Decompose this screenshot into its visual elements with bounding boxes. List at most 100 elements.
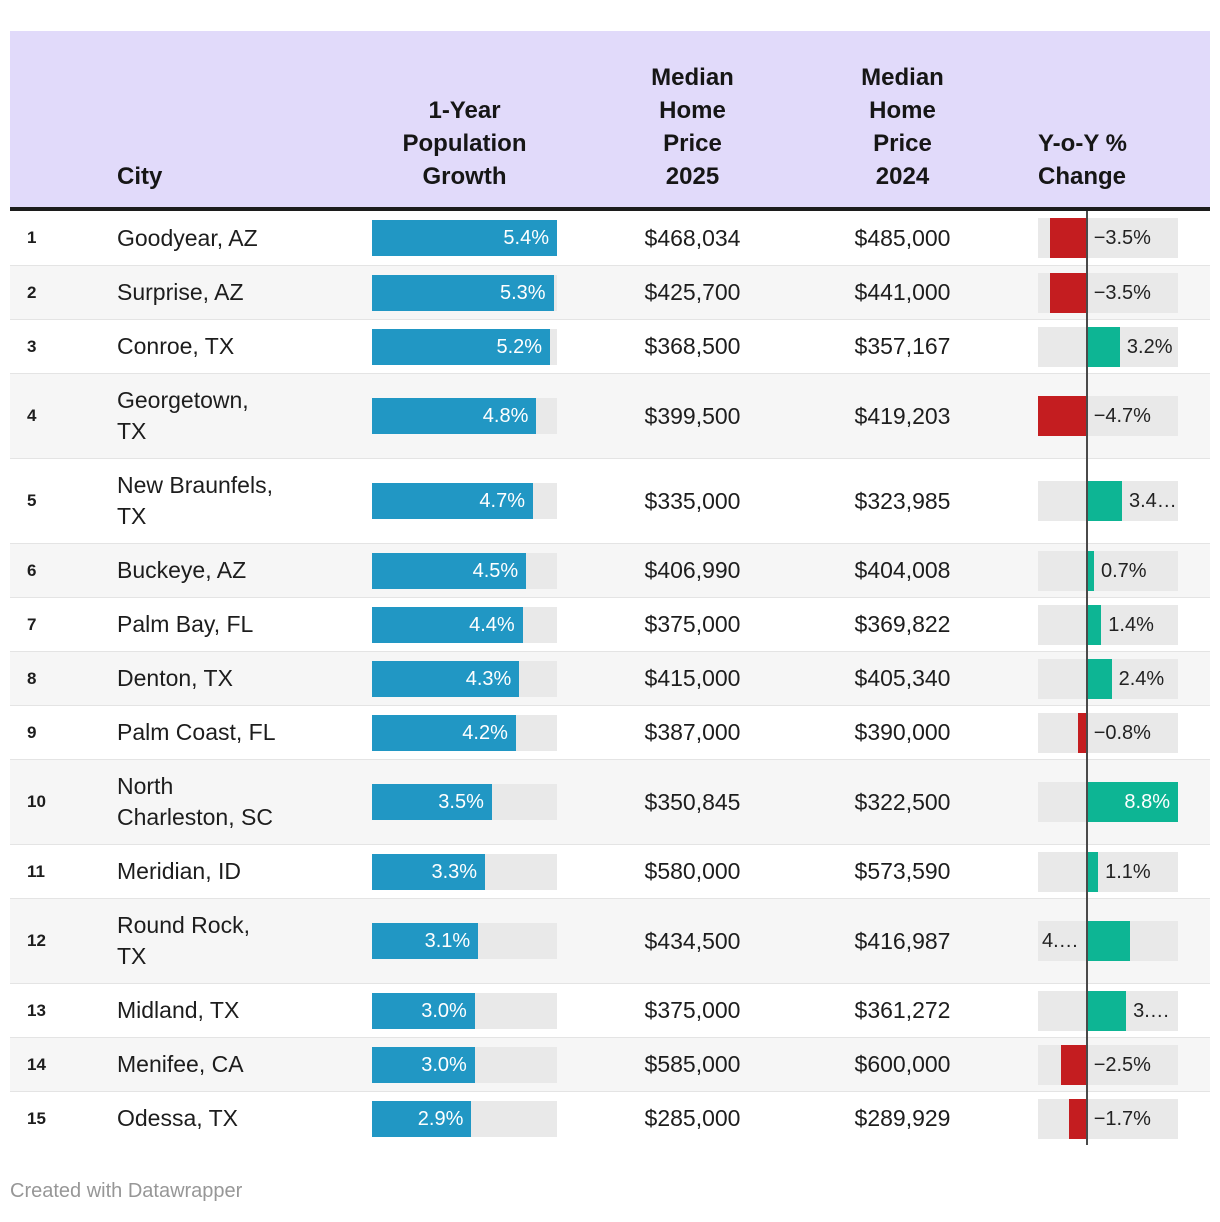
table-row: 13 Midland, TX 3.0% $375,000 $361,272 3.… bbox=[10, 983, 1210, 1037]
price-2024: $323,985 bbox=[854, 487, 951, 514]
rank: 14 bbox=[27, 1054, 46, 1074]
table-row: 5 New Braunfels, TX 4.7% $335,000 $323,9… bbox=[10, 458, 1210, 543]
yoy-label: 3.4… bbox=[1129, 490, 1177, 512]
price-2025: $387,000 bbox=[644, 719, 741, 745]
yoy-label: 8.8% bbox=[1124, 791, 1170, 813]
yoy-bar bbox=[1086, 990, 1127, 1031]
yoy-bar-track: −0.8% bbox=[1038, 712, 1178, 753]
growth-bar: 2.9% bbox=[372, 1100, 472, 1137]
price-2024: $573,590 bbox=[854, 858, 951, 884]
yoy-label: 2.4% bbox=[1118, 667, 1165, 690]
header-population-growth: 1-Year Population Growth bbox=[362, 31, 590, 207]
growth-bar-label: 3.0% bbox=[421, 1053, 467, 1076]
yoy-label: 1.4% bbox=[1108, 613, 1154, 636]
yoy-label: 4.… bbox=[1042, 930, 1079, 952]
growth-bar-label: 5.4% bbox=[503, 227, 549, 249]
yoy-cell: 4.… bbox=[1010, 921, 1210, 961]
growth-cell: 4.3% bbox=[362, 660, 590, 697]
growth-bar-label: 3.3% bbox=[431, 860, 478, 883]
growth-bar: 5.4% bbox=[372, 220, 557, 256]
growth-cell: 4.5% bbox=[362, 552, 590, 589]
city: Georgetown, TX bbox=[117, 387, 249, 444]
yoy-cell: −3.5% bbox=[1010, 218, 1210, 258]
price-2025: $585,000 bbox=[644, 1051, 741, 1077]
city: New Braunfels, TX bbox=[117, 472, 273, 529]
header-city: City bbox=[117, 163, 163, 190]
price-2024: $322,500 bbox=[854, 788, 951, 815]
growth-bar-track: 4.7% bbox=[372, 483, 557, 519]
price-2025: $350,845 bbox=[644, 788, 741, 815]
yoy-cell: 8.8% bbox=[1010, 782, 1210, 822]
attribution-text: Created with Datawrapper bbox=[10, 1180, 243, 1202]
growth-bar: 4.4% bbox=[372, 606, 523, 643]
yoy-cell: −3.5% bbox=[1010, 272, 1210, 313]
growth-bar-label: 4.4% bbox=[469, 613, 515, 636]
yoy-label: −2.5% bbox=[1093, 1053, 1151, 1076]
yoy-cell: 2.4% bbox=[1010, 658, 1210, 699]
growth-cell: 5.4% bbox=[362, 220, 590, 256]
growth-bar-track: 2.9% bbox=[372, 1100, 557, 1137]
growth-bar: 4.2% bbox=[372, 714, 516, 751]
table-row: 8 Denton, TX 4.3% $415,000 $405,340 2.4% bbox=[10, 651, 1210, 705]
city: Midland, TX bbox=[117, 997, 240, 1023]
table-row: 15 Odessa, TX 2.9% $285,000 $289,929 −1.… bbox=[10, 1091, 1210, 1145]
yoy-label: 0.7% bbox=[1101, 559, 1147, 582]
yoy-bar bbox=[1086, 550, 1094, 591]
growth-bar-label: 4.5% bbox=[472, 559, 519, 582]
yoy-bar bbox=[1086, 481, 1122, 521]
yoy-bar-track: −4.7% bbox=[1038, 396, 1178, 436]
growth-bar: 4.8% bbox=[372, 398, 537, 434]
yoy-bar-track: 1.4% bbox=[1038, 604, 1178, 645]
price-2025: $399,500 bbox=[644, 402, 741, 429]
yoy-cell: 3.4… bbox=[1010, 481, 1210, 521]
table-row: 6 Buckeye, AZ 4.5% $406,990 $404,008 0.7… bbox=[10, 543, 1210, 597]
growth-bar: 3.0% bbox=[372, 992, 475, 1029]
yoy-bar-track: −2.5% bbox=[1038, 1044, 1178, 1085]
yoy-bar bbox=[1038, 396, 1087, 436]
price-2025: $368,500 bbox=[644, 333, 741, 359]
price-2025: $580,000 bbox=[644, 858, 741, 884]
growth-bar-label: 4.2% bbox=[462, 721, 508, 744]
growth-cell: 5.2% bbox=[362, 328, 590, 365]
city: Conroe, TX bbox=[117, 333, 235, 359]
price-2025: $425,700 bbox=[644, 279, 741, 305]
rank: 4 bbox=[27, 406, 37, 425]
yoy-bar bbox=[1069, 1098, 1087, 1139]
rank: 2 bbox=[27, 282, 37, 302]
yoy-bar bbox=[1078, 712, 1087, 753]
yoy-label: −3.5% bbox=[1093, 281, 1151, 304]
rank: 7 bbox=[27, 614, 37, 634]
growth-bar-label: 5.3% bbox=[500, 281, 546, 304]
growth-cell: 2.9% bbox=[362, 1100, 590, 1137]
yoy-bar-track: −3.5% bbox=[1038, 272, 1178, 313]
yoy-label: −3.5% bbox=[1093, 227, 1151, 249]
city: North Charleston, SC bbox=[117, 773, 273, 830]
growth-bar-label: 3.0% bbox=[421, 999, 467, 1022]
table-body: 1 Goodyear, AZ 5.4% $468,034 $485,000 −3… bbox=[10, 211, 1210, 1145]
yoy-cell: −4.7% bbox=[1010, 396, 1210, 436]
header-price-2024: Median Home Price 2024 bbox=[861, 64, 944, 190]
rank: 10 bbox=[27, 792, 46, 811]
yoy-bar-track: 3.4… bbox=[1038, 481, 1178, 521]
yoy-cell: 0.7% bbox=[1010, 550, 1210, 591]
rank: 5 bbox=[27, 491, 37, 510]
table-header-row: City 1-Year Population Growth Median Hom… bbox=[10, 31, 1210, 211]
price-2025: $375,000 bbox=[644, 611, 741, 637]
growth-bar: 5.3% bbox=[372, 274, 554, 311]
yoy-cell: 3.2% bbox=[1010, 326, 1210, 367]
yoy-bar bbox=[1050, 272, 1087, 313]
rank: 13 bbox=[27, 1000, 46, 1020]
price-2024: $361,272 bbox=[854, 997, 951, 1023]
price-2024: $369,822 bbox=[854, 611, 951, 637]
growth-bar-track: 5.3% bbox=[372, 274, 557, 311]
yoy-bar bbox=[1086, 658, 1112, 699]
rank: 12 bbox=[27, 931, 46, 950]
yoy-bar bbox=[1086, 782, 1178, 822]
yoy-bar-track: −3.5% bbox=[1038, 218, 1178, 258]
yoy-bar-track: 2.4% bbox=[1038, 658, 1178, 699]
city: Meridian, ID bbox=[117, 858, 241, 884]
yoy-label: −4.7% bbox=[1093, 405, 1151, 427]
price-2024: $357,167 bbox=[854, 333, 951, 359]
yoy-cell: 1.4% bbox=[1010, 604, 1210, 645]
yoy-bar-track: 3.… bbox=[1038, 990, 1178, 1031]
